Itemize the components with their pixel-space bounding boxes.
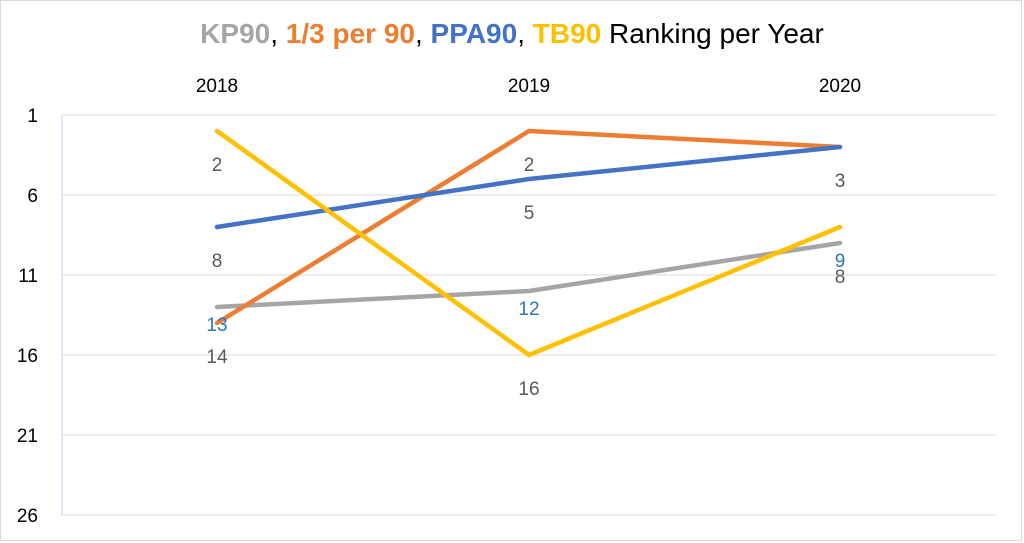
title-part: , bbox=[517, 18, 533, 49]
title-part: , bbox=[270, 18, 286, 49]
y-tick-label: 21 bbox=[17, 426, 38, 447]
data-label: 2 bbox=[524, 155, 535, 176]
title-part: PPA90 bbox=[430, 18, 518, 49]
y-tick-label: 16 bbox=[17, 346, 38, 367]
x-tick-label: 2019 bbox=[508, 76, 550, 97]
data-label: 14 bbox=[206, 347, 228, 368]
data-label-extra: 13 bbox=[206, 315, 227, 336]
title-part: Ranking per Year bbox=[601, 18, 824, 49]
series-line-1-3-per-90 bbox=[214, 128, 843, 326]
title-part: , bbox=[414, 18, 431, 49]
y-tick-label: 11 bbox=[18, 266, 38, 287]
data-label: 3 bbox=[835, 171, 846, 192]
title-part: KP90 bbox=[200, 18, 271, 49]
title-part: TB90 bbox=[532, 18, 602, 49]
y-tick-label: 6 bbox=[27, 186, 38, 207]
x-tick-label: 2020 bbox=[819, 76, 861, 97]
data-label: 16 bbox=[518, 379, 539, 400]
data-label-extra: 12 bbox=[518, 299, 539, 320]
y-tick-label: 1 bbox=[27, 106, 38, 127]
data-label: 5 bbox=[524, 203, 535, 224]
data-label: 2 bbox=[212, 155, 223, 176]
data-label: 8 bbox=[212, 251, 223, 272]
y-tick-label: 26 bbox=[17, 506, 38, 527]
series-line-kp90 bbox=[214, 240, 843, 310]
x-tick-label: 2018 bbox=[196, 76, 238, 97]
series-line-tb90 bbox=[214, 128, 843, 358]
series-line-ppa90 bbox=[214, 144, 843, 230]
data-label-extra: 9 bbox=[835, 251, 846, 272]
title-part: 1/3 per 90 bbox=[285, 18, 415, 49]
data-label: 8 bbox=[835, 267, 846, 288]
chart-title: KP90, 1/3 per 90, PPA90, TB90 Ranking pe… bbox=[0, 18, 1024, 50]
